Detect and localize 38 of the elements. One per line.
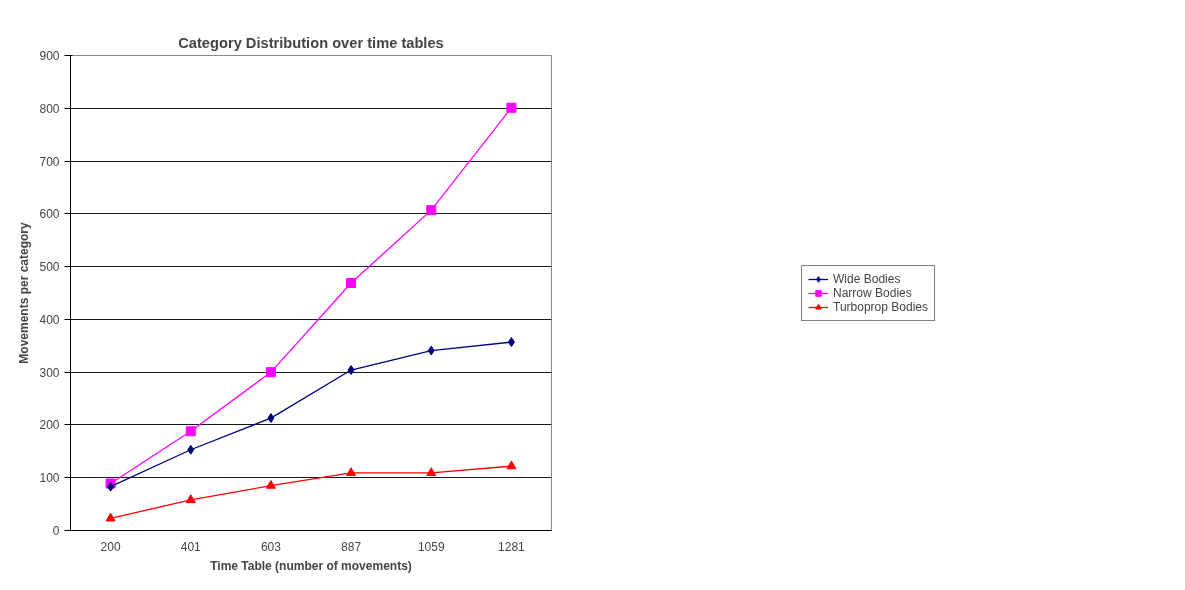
point — [265, 479, 276, 489]
point — [426, 205, 437, 216]
y-tick-label: 100 — [39, 471, 60, 486]
legend-label: Narrow Bodies — [833, 285, 912, 300]
y-tick-label: 200 — [39, 418, 60, 433]
y-tick-label: 400 — [39, 312, 60, 327]
x-tick-label: 887 — [341, 539, 362, 554]
point — [427, 345, 435, 356]
point — [185, 494, 196, 503]
y-tick-label: 900 — [39, 49, 60, 63]
x-axis-title: Time Table (number of movements) — [210, 558, 412, 573]
chart-title: Category Distribution over time tables — [178, 34, 444, 51]
legend-label: Wide Bodies — [833, 271, 901, 286]
point — [507, 337, 515, 348]
x-tick-label: 1059 — [417, 539, 445, 554]
y-axis-title: Movements per category — [17, 221, 32, 364]
legend-label: Turboprop Bodies — [833, 299, 928, 314]
y-tick-label: 0 — [52, 524, 60, 538]
y-tick-label: 500 — [39, 260, 60, 275]
x-tick-label: 1281 — [498, 539, 526, 554]
y-tick-label: 300 — [39, 365, 60, 380]
point — [267, 413, 275, 424]
x-tick-label: 401 — [180, 539, 202, 554]
point — [347, 365, 355, 376]
point — [185, 426, 196, 437]
point — [346, 467, 357, 477]
y-tick-label: 800 — [39, 101, 60, 116]
point — [346, 277, 357, 288]
y-tick-label: 700 — [39, 154, 60, 169]
point — [105, 512, 116, 522]
x-tick-label: 200 — [100, 539, 121, 554]
point — [426, 467, 437, 477]
x-tick-label: 603 — [260, 539, 282, 554]
point — [265, 367, 276, 378]
point — [506, 460, 517, 470]
point — [187, 444, 195, 455]
point — [506, 102, 517, 113]
y-tick-label: 600 — [39, 207, 60, 222]
